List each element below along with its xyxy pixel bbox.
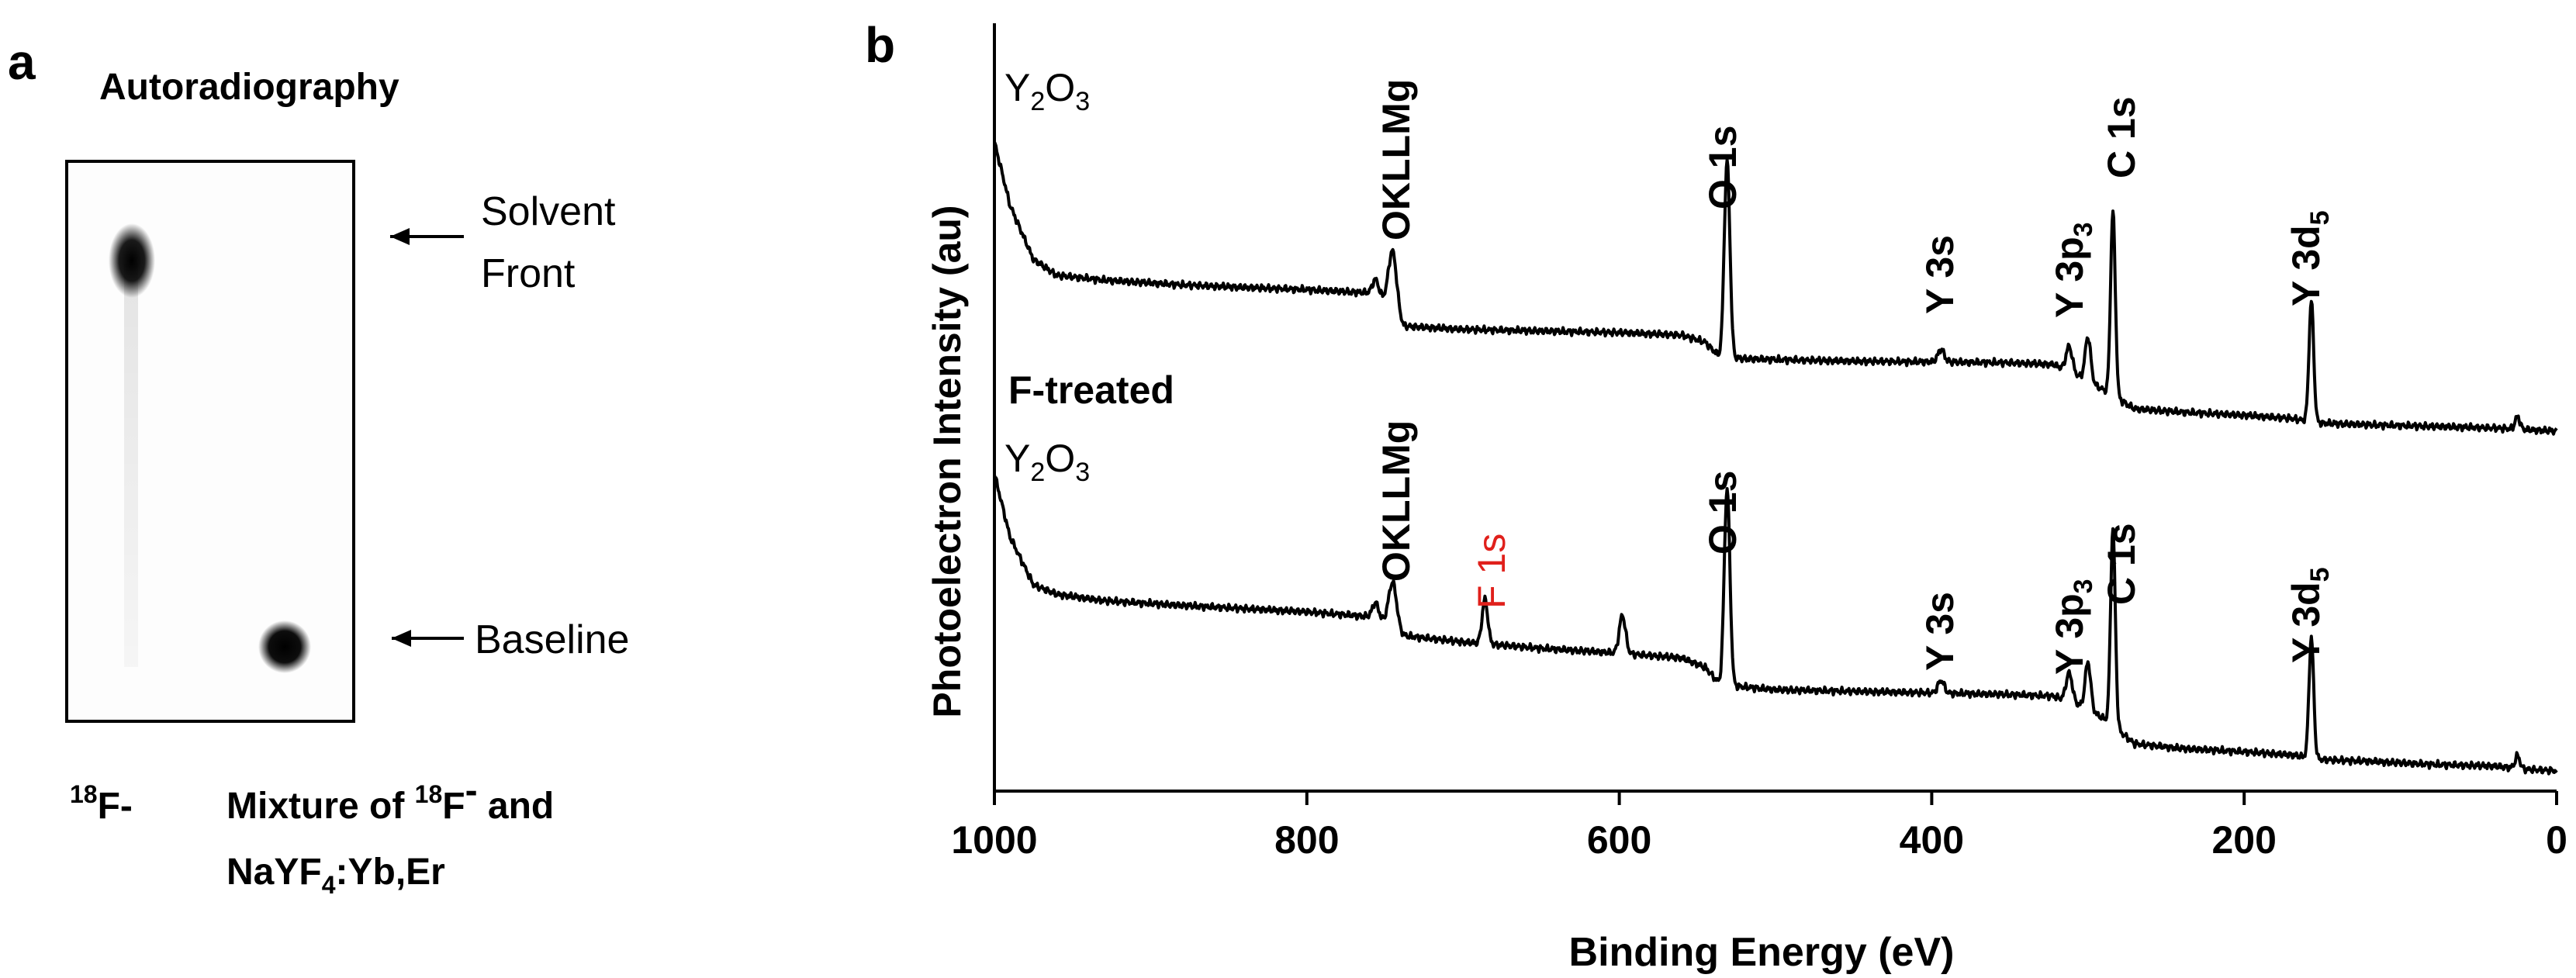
lane2-label-line1: Mixture of 18F- and xyxy=(226,770,554,827)
panel-a-title: Autoradiography xyxy=(99,67,399,108)
x-tick-label-1000: 1000 xyxy=(951,818,1037,862)
peak-label-y3d-top: Y 3d5 xyxy=(2284,210,2335,306)
panel-b-letter: b xyxy=(865,17,895,73)
solvent-front-label-line2: Front xyxy=(481,251,576,296)
peak-label-c1s-bottom: C 1s xyxy=(2100,523,2143,605)
panel-b: b Photoelectron Intensity (au) Binding E… xyxy=(865,17,2567,975)
x-axis-label: Binding Energy (eV) xyxy=(1569,930,1955,975)
tlc-spot-baseline xyxy=(258,620,311,673)
tlc-plate xyxy=(65,160,355,723)
peak-label-okllmg-top: OKLLMg xyxy=(1374,79,1418,240)
baseline-arrow xyxy=(392,630,464,647)
spectrum-trace-bottom xyxy=(993,474,2558,776)
tlc-spot-solvent-front xyxy=(109,223,155,298)
panel-a: a Autoradiography Solvent Front Baseline… xyxy=(8,34,629,899)
sample-label-bottom-prefix: F-treated xyxy=(1008,368,1174,412)
x-tick-label-600: 600 xyxy=(1587,818,1651,862)
peak-label-f1s-bottom: F 1s xyxy=(1470,534,1513,609)
spectrum-trace-top xyxy=(993,141,2558,436)
peak-label-y3d-bottom: Y 3d5 xyxy=(2284,567,2335,663)
x-tick-label-800: 800 xyxy=(1274,818,1339,862)
x-tick-label-400: 400 xyxy=(1900,818,1964,862)
x-tick-label-0: 0 xyxy=(2546,818,2567,862)
baseline-label: Baseline xyxy=(475,617,629,662)
x-ticks: 1000 800 600 400 200 0 xyxy=(951,791,2567,862)
x-tick-label-200: 200 xyxy=(2211,818,2276,862)
lane2-label-line2: NaYF4:Yb,Er xyxy=(226,852,445,899)
peak-label-c1s-top: C 1s xyxy=(2100,96,2143,178)
solvent-front-label-line1: Solvent xyxy=(481,189,616,234)
peak-label-okllmg-bottom: OKLLMg xyxy=(1374,420,1418,582)
panel-a-letter: a xyxy=(8,34,36,90)
lane1-label: 18F- xyxy=(70,780,133,827)
peak-label-y3s-top: Y 3s xyxy=(1918,235,1962,314)
peak-label-y3p-bottom: Y 3p3 xyxy=(2048,579,2098,675)
peak-label-y3p-top: Y 3p3 xyxy=(2048,222,2098,318)
sample-label-bottom: Y2O3 xyxy=(1004,437,1090,487)
peak-label-y3s-bottom: Y 3s xyxy=(1918,592,1962,671)
peak-label-o1s-bottom: O 1s xyxy=(1701,471,1744,555)
tlc-streak xyxy=(124,264,138,667)
sample-label-top: Y2O3 xyxy=(1004,66,1090,116)
y-axis-label: Photoelectron Intensity (au) xyxy=(925,205,969,717)
axes xyxy=(993,23,2557,793)
solvent-front-arrow xyxy=(390,228,464,245)
peak-label-o1s-top: O 1s xyxy=(1701,126,1744,209)
